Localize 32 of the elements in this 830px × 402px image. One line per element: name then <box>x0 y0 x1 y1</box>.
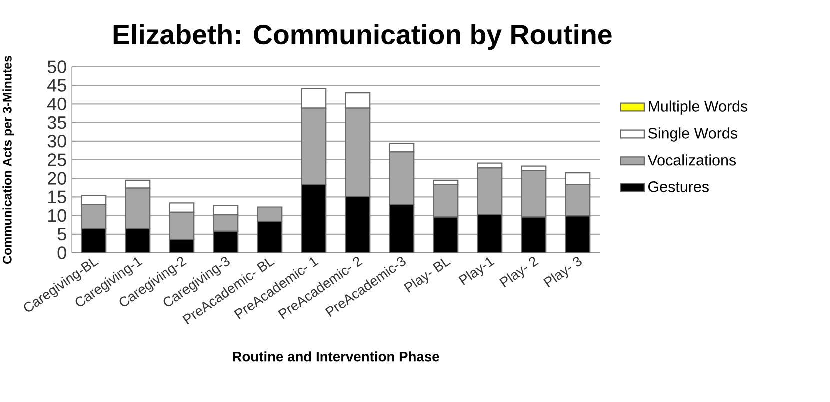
bar <box>389 204 415 253</box>
bar <box>257 221 283 253</box>
x-tick-label: Play- 3 <box>544 257 582 288</box>
bar <box>213 230 239 253</box>
y-tick-label: 15 <box>48 190 66 204</box>
y-tick-label: 45 <box>48 79 66 92</box>
bar <box>345 196 371 253</box>
bar <box>257 206 283 222</box>
legend-label: Single Words <box>648 128 738 142</box>
x-tick-label: Play- 2 <box>500 257 539 288</box>
y-tick-label: 50 <box>48 60 66 74</box>
y-tick-label: 30 <box>48 135 66 148</box>
bar <box>565 216 591 253</box>
y-axis-title: Communication Acts per 3-Minutes <box>2 56 14 264</box>
y-tick-label: 0 <box>58 246 66 260</box>
bar <box>433 216 459 253</box>
legend-label: Vocalizations <box>648 154 736 166</box>
bar <box>477 214 503 253</box>
y-tick-label: 10 <box>48 209 66 222</box>
y-tick-label: 20 <box>48 172 66 185</box>
legend-label: Gestures <box>648 182 709 192</box>
legend-label: Multiple Words <box>649 100 748 115</box>
bar <box>125 228 151 253</box>
y-tick-label: 40 <box>48 98 66 111</box>
bar <box>301 184 327 253</box>
y-tick-label: 25 <box>48 154 66 166</box>
chart-title: Elizabeth: Communication by Routine <box>114 24 612 50</box>
y-tick-label: 5 <box>58 228 66 241</box>
bar <box>521 216 547 253</box>
y-tick-label: 35 <box>48 116 66 130</box>
bar <box>81 228 107 253</box>
x-axis-title: Routine and Intervention Phase <box>233 352 440 362</box>
